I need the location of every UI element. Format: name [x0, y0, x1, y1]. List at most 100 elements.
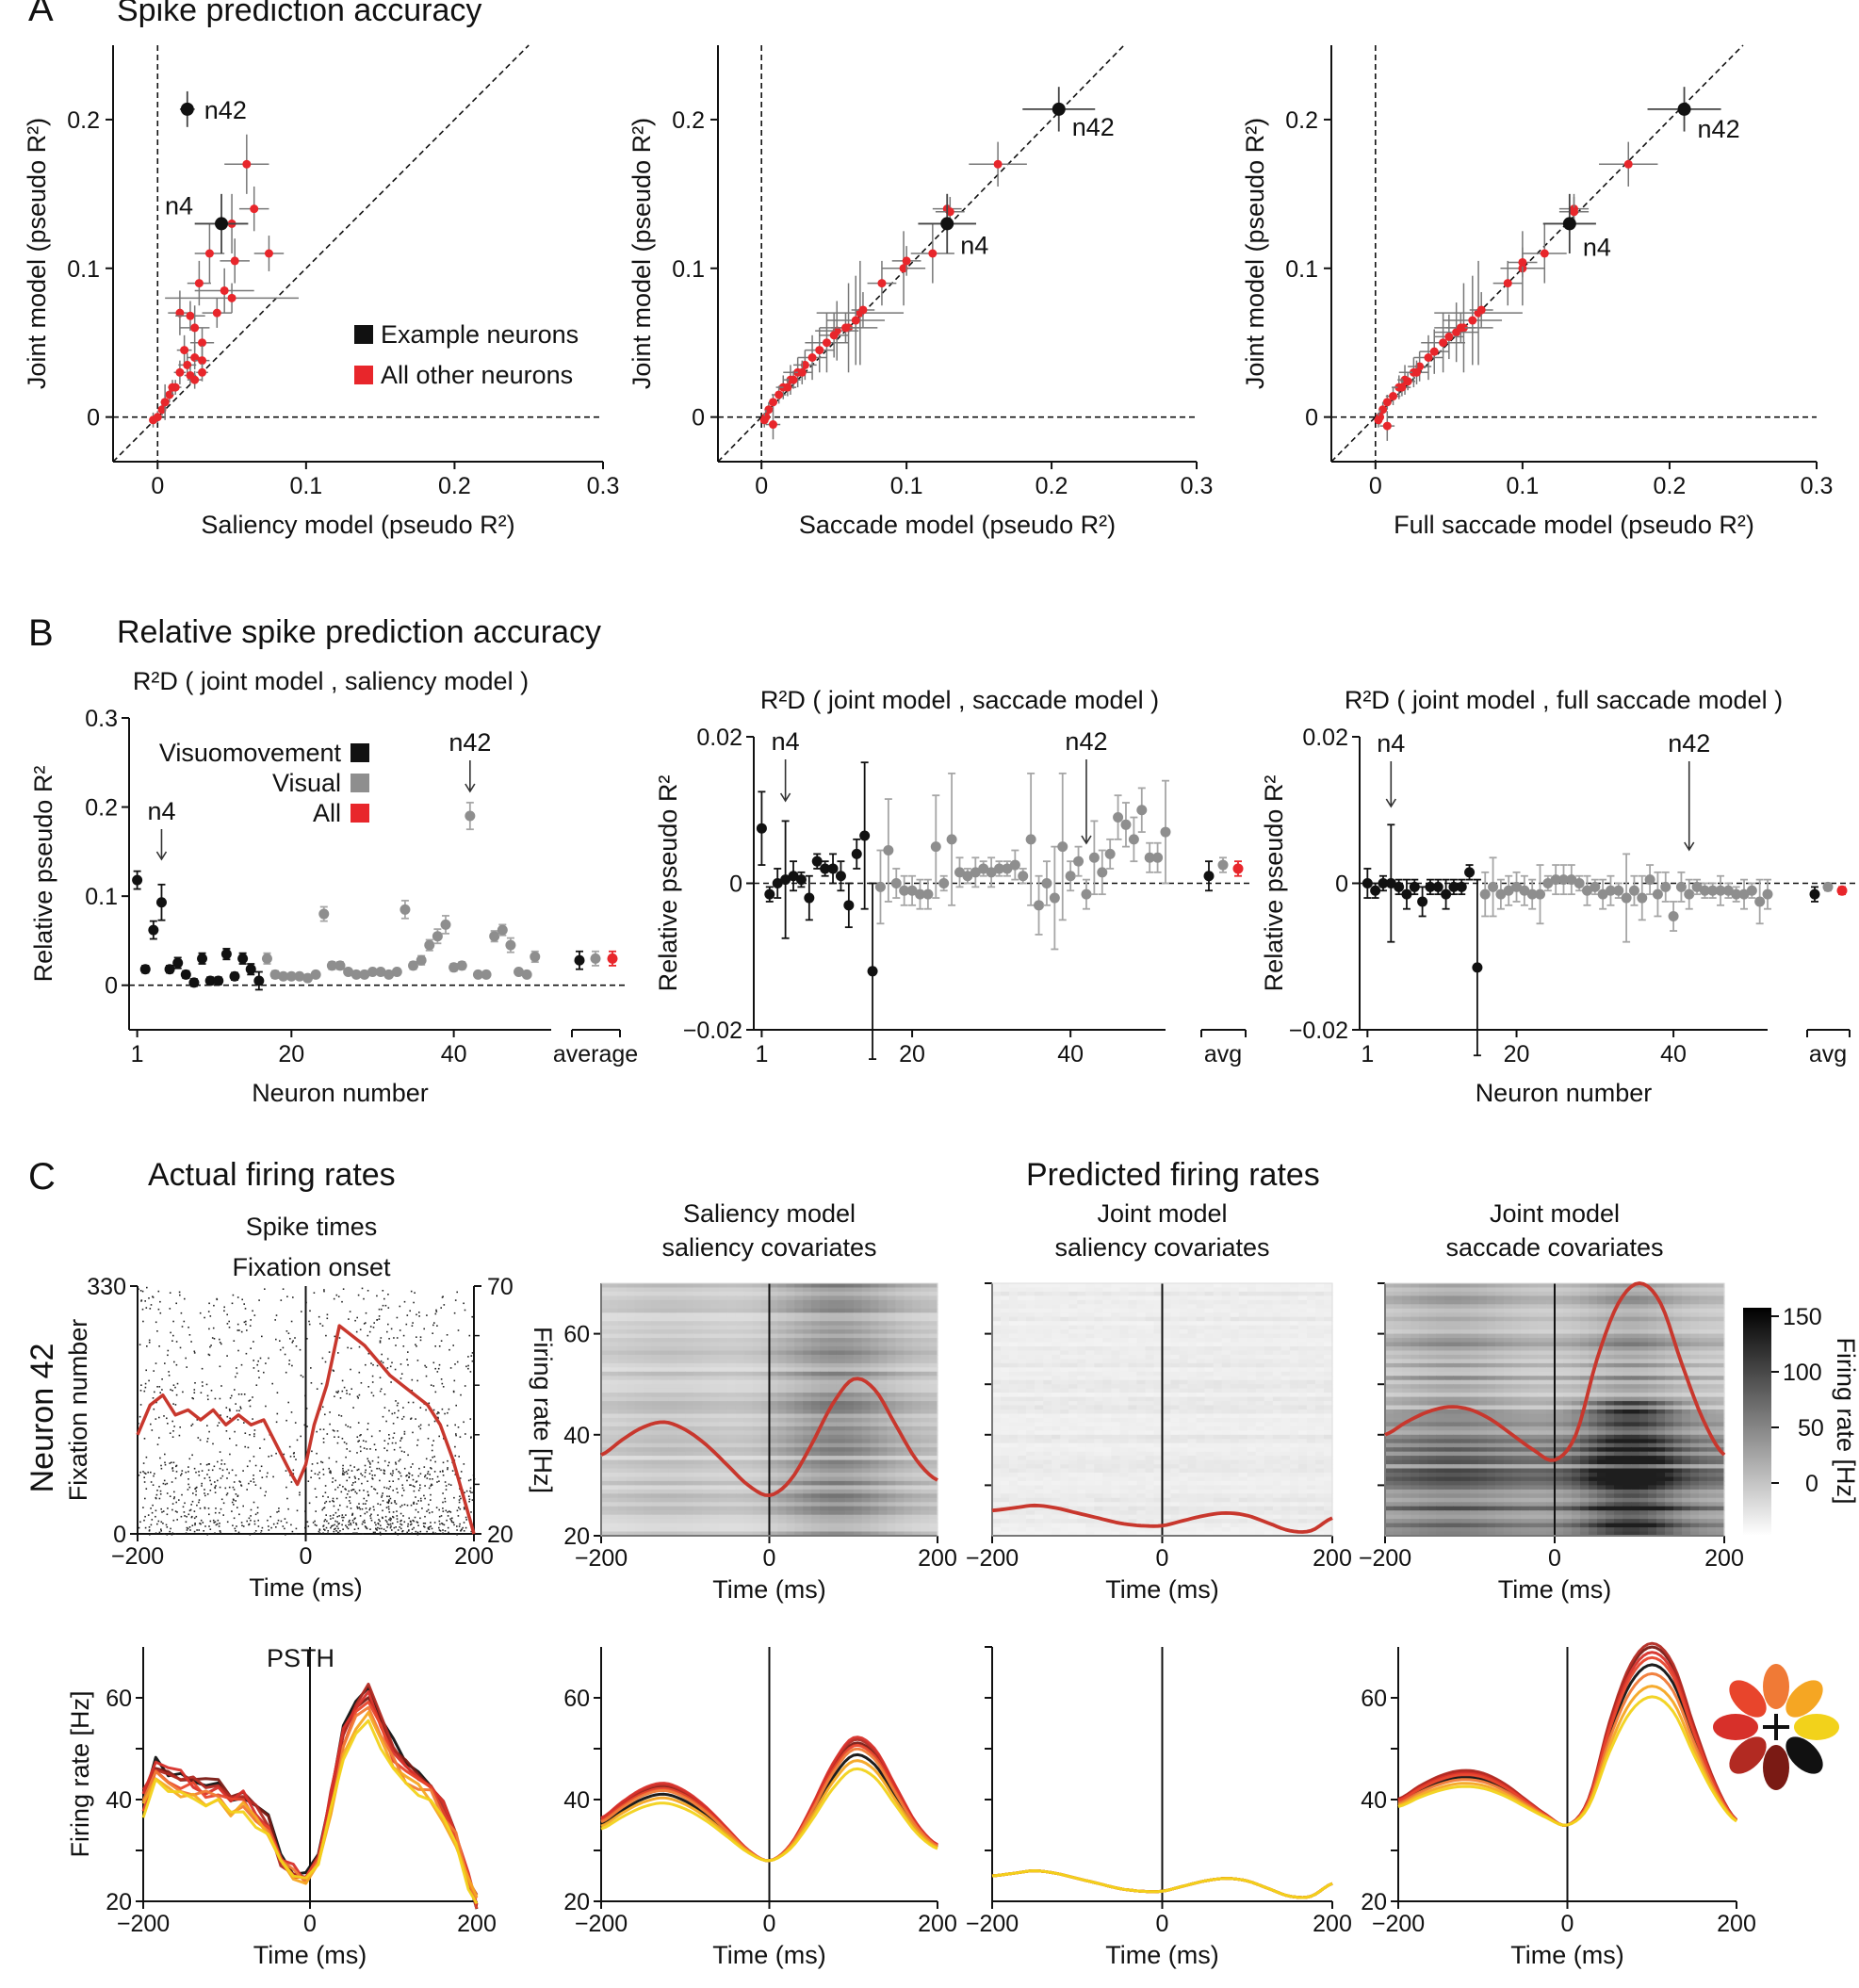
heatmap-cell — [710, 1498, 720, 1503]
heatmap-cell — [627, 1473, 636, 1477]
heatmap-cell — [693, 1418, 703, 1423]
heatmap-cell — [710, 1490, 720, 1494]
spike-dot — [377, 1523, 379, 1524]
spike-dot — [418, 1315, 420, 1317]
spike-dot — [397, 1518, 399, 1520]
y-tick-label: 0.2 — [67, 107, 100, 134]
spike-dot — [381, 1528, 383, 1530]
heatmap-cell — [862, 1464, 872, 1469]
heatmap-cell — [777, 1343, 787, 1347]
spike-dot — [340, 1397, 342, 1399]
heatmap-cell — [677, 1376, 686, 1380]
spike-dot — [458, 1426, 460, 1428]
spike-dot — [309, 1311, 311, 1312]
heatmap-cell — [811, 1498, 821, 1503]
heatmap-cell — [912, 1515, 921, 1520]
spike-dot — [334, 1395, 335, 1397]
spike-dot — [386, 1450, 388, 1452]
heatmap-cell — [888, 1439, 897, 1443]
heatmap-cell — [912, 1380, 921, 1385]
heatmap-cell — [862, 1498, 872, 1503]
data-point-visuomovement — [828, 863, 839, 873]
spike-dot — [284, 1454, 285, 1456]
spike-dot — [213, 1305, 215, 1307]
heatmap-cell — [929, 1515, 938, 1520]
spike-dot — [238, 1480, 240, 1482]
heatmap-cell — [719, 1384, 728, 1389]
spike-dot — [255, 1514, 257, 1516]
heatmap-cell — [770, 1510, 779, 1515]
spike-dot — [347, 1493, 349, 1495]
data-point-visuomovement — [843, 900, 854, 910]
spike-dot — [469, 1491, 471, 1492]
heatmap-cell — [811, 1346, 821, 1351]
heatmap-cell — [777, 1502, 787, 1507]
data-point-other — [250, 204, 258, 213]
spike-dot — [204, 1489, 205, 1491]
spike-dot — [189, 1334, 191, 1336]
spike-dot — [234, 1518, 236, 1520]
heatmap-cell — [710, 1473, 720, 1477]
spike-dot — [346, 1480, 348, 1482]
heatmap-cell — [811, 1283, 821, 1288]
data-point-visual — [1622, 893, 1632, 904]
heatmap-cell — [828, 1469, 838, 1474]
spike-dot — [435, 1392, 437, 1393]
spike-dot — [202, 1470, 204, 1472]
spike-dot — [191, 1397, 193, 1399]
heatmap-cell — [702, 1300, 711, 1305]
heatmap-cell — [618, 1329, 628, 1334]
spike-dot — [379, 1430, 381, 1432]
spike-dot — [158, 1417, 160, 1419]
heatmap-cell — [677, 1477, 686, 1482]
heatmap-cell — [921, 1460, 930, 1465]
heatmap-cell — [635, 1321, 644, 1326]
legend-a: Example neurons All other neurons — [354, 320, 579, 389]
heatmap-cell — [627, 1372, 636, 1377]
heatmap-cell — [770, 1393, 779, 1397]
heatmap-cell — [635, 1456, 644, 1460]
spike-dot — [171, 1462, 172, 1464]
heatmap-cell — [862, 1295, 872, 1300]
heatmap-cell — [845, 1393, 855, 1397]
data-point-visual — [465, 811, 475, 822]
heatmap-cell — [719, 1334, 728, 1339]
heatmap-cell — [845, 1430, 855, 1435]
heatmap-cell — [719, 1393, 728, 1397]
spike-dot — [389, 1438, 391, 1440]
spike-dot — [192, 1424, 194, 1426]
y-tick-label: −0.02 — [683, 1018, 742, 1044]
heatmap-cell — [803, 1321, 812, 1326]
spike-dot — [293, 1470, 295, 1472]
heatmap-cell — [837, 1312, 846, 1317]
spike-dot — [424, 1498, 426, 1500]
heatmap-cell — [710, 1334, 720, 1339]
heatmap-cell — [627, 1309, 636, 1313]
spike-dot — [270, 1527, 272, 1529]
heatmap-cell — [753, 1346, 762, 1351]
spike-dot — [206, 1474, 208, 1475]
heatmap-cell — [921, 1304, 930, 1309]
heatmap-cell — [904, 1498, 913, 1503]
heatmap-cell — [820, 1295, 829, 1300]
heatmap-cell — [895, 1498, 905, 1503]
heatmap-cell — [644, 1447, 653, 1452]
spike-dot — [410, 1466, 412, 1468]
heatmap-cell — [652, 1334, 661, 1339]
spike-dot — [275, 1339, 277, 1341]
heatmap-cell — [912, 1510, 921, 1515]
heatmap-cell — [845, 1452, 855, 1457]
heatmap-cell — [744, 1515, 754, 1520]
spike-dot — [167, 1514, 169, 1516]
heatmap-cell — [854, 1295, 863, 1300]
spike-dot — [448, 1510, 450, 1512]
heatmap-cell — [871, 1481, 880, 1486]
spike-dot — [217, 1461, 219, 1463]
spike-dot — [234, 1340, 236, 1342]
heatmap-cell — [895, 1473, 905, 1477]
spike-dot — [168, 1371, 170, 1373]
spike-dot — [458, 1507, 460, 1508]
heatmap-cell — [702, 1456, 711, 1460]
heatmap-cell — [777, 1418, 787, 1423]
heatmap-cell — [710, 1288, 720, 1293]
